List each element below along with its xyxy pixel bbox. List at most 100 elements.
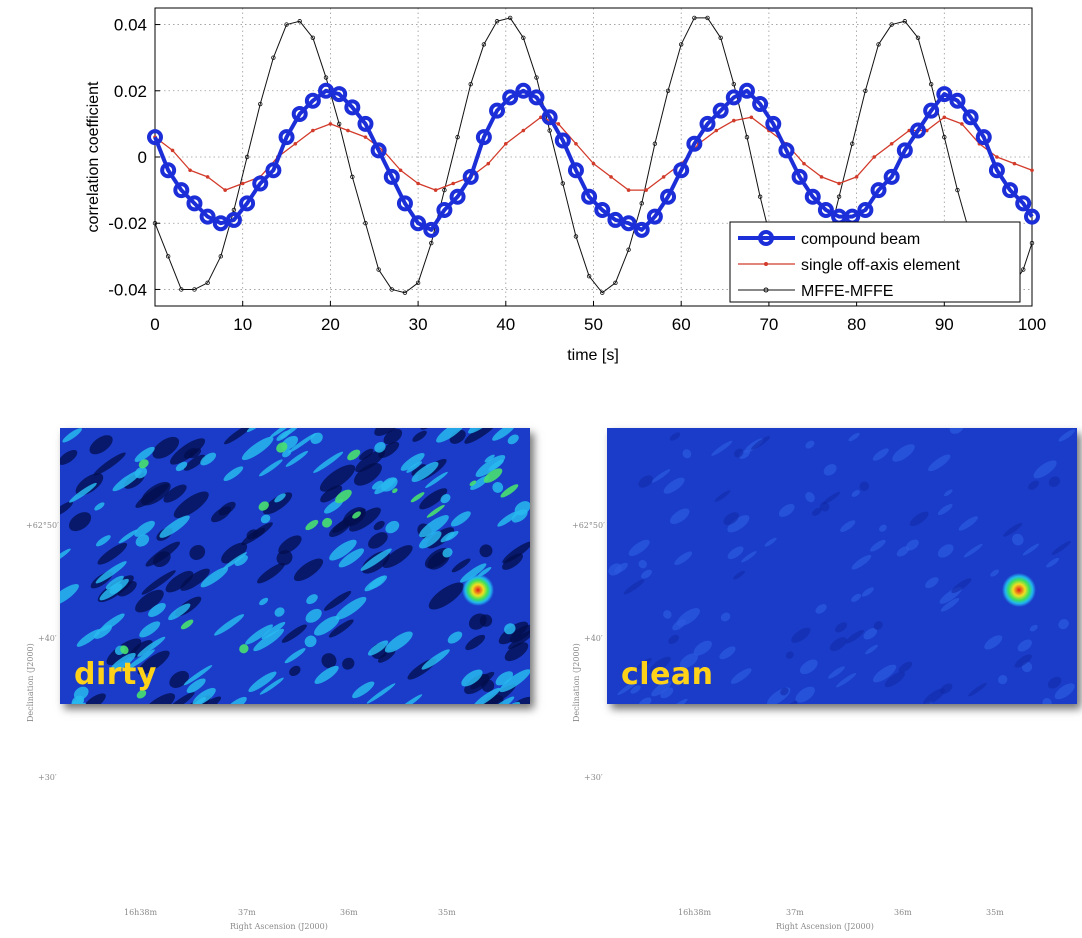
dirty-ripple (440, 531, 455, 543)
clean-residual (1012, 533, 1024, 546)
point-mffe-mffe (192, 287, 197, 292)
dirty-trough (252, 528, 265, 538)
point-compound-beam (857, 201, 874, 218)
dirty-ripple (214, 614, 245, 636)
point-compound-beam (541, 109, 558, 126)
x-tick-label: 40 (496, 315, 515, 334)
clean-residual (815, 604, 827, 614)
point-mffe-mffe (179, 287, 184, 292)
point-mffe-mffe (429, 240, 434, 246)
clean-residual (679, 653, 698, 669)
dirty-ripple (374, 477, 397, 495)
dirty-trough (173, 491, 209, 519)
dirty-ripple (436, 428, 466, 443)
dirty-trough (465, 634, 486, 651)
clean-residual (778, 503, 795, 517)
point-single-off-axis-element (661, 175, 666, 179)
clean-source-right (1002, 573, 1036, 607)
dirty-peak (392, 488, 398, 494)
dirty-ripple (400, 453, 425, 471)
dirty-ripple (118, 529, 138, 544)
point-compound-beam (436, 201, 453, 218)
dirty-ripple (514, 501, 530, 516)
clean-residual (741, 551, 757, 563)
clean-residual (805, 440, 815, 449)
dirty-xtick-38: 16h38m (124, 908, 158, 917)
point-compound-beam (278, 129, 295, 146)
point-single-off-axis-element (293, 141, 298, 146)
x-tick-label: 90 (935, 315, 954, 334)
point-compound-beam (620, 215, 637, 232)
point-compound-beam (331, 86, 348, 103)
clean-residual (861, 587, 874, 597)
point-mffe-mffe (481, 42, 487, 47)
clean-residual (863, 628, 878, 640)
dirty-trough (289, 665, 301, 677)
clean-residual (879, 524, 887, 532)
dirty-ripple (274, 493, 286, 503)
clean-residual (1058, 429, 1076, 442)
dirty-trough (152, 436, 180, 459)
clean-xtick-38: 16h38m (678, 908, 712, 917)
dirty-ripple (76, 629, 101, 647)
dirty-ripple (183, 665, 213, 686)
dirty-trough (464, 673, 490, 695)
point-mffe-mffe (902, 19, 908, 24)
clean-residual-dark (1048, 476, 1060, 487)
point-mffe-mffe (244, 154, 250, 160)
point-mffe-mffe (455, 134, 460, 140)
dirty-ripple (385, 520, 400, 534)
clean-residual (651, 469, 671, 483)
dirty-xtick-37: 37m (238, 908, 256, 917)
dirty-trough (137, 650, 170, 675)
dirty-trough (276, 550, 293, 566)
point-compound-beam (1015, 195, 1032, 212)
x-tick-label: 30 (409, 315, 428, 334)
dirty-ripple (419, 531, 442, 549)
point-mffe-mffe (942, 134, 947, 140)
clean-residual (663, 477, 685, 494)
point-compound-beam (475, 129, 492, 146)
dirty-ripple (69, 482, 97, 503)
clean-residual-dark (968, 683, 987, 697)
y-tick-label: -0.02 (108, 214, 147, 233)
point-single-off-axis-element (486, 161, 491, 166)
point-single-off-axis-element (240, 181, 245, 186)
point-single-off-axis-element (995, 155, 999, 159)
dirty-ripple (135, 534, 150, 547)
dirty-ripple (139, 621, 161, 638)
clean-residual-dark (873, 621, 883, 630)
clean-residual (1054, 683, 1075, 700)
dirty-ripple (258, 459, 283, 477)
point-single-off-axis-element (416, 181, 420, 186)
dirty-label: dirty (74, 657, 157, 692)
clean-residual (937, 544, 954, 558)
point-mffe-mffe (915, 35, 921, 40)
point-compound-beam (357, 115, 374, 132)
point-mffe-mffe (534, 75, 539, 80)
point-compound-beam (304, 92, 321, 109)
dirty-trough (342, 657, 355, 670)
clean-residual (851, 554, 872, 570)
dirty-ripple (484, 454, 495, 463)
point-single-off-axis-element (942, 115, 947, 120)
clean-residual (1046, 557, 1059, 568)
clean-residual-dark (1028, 480, 1039, 490)
dirty-trough (353, 462, 382, 486)
point-single-off-axis-element (311, 128, 315, 133)
point-single-off-axis-element (170, 148, 175, 153)
point-single-off-axis-element (556, 122, 561, 126)
dirty-peak (138, 459, 149, 469)
point-mffe-mffe (836, 194, 842, 199)
clean-residual-dark (1003, 522, 1023, 537)
point-mffe-mffe (389, 287, 394, 292)
x-tick-label: 20 (321, 315, 340, 334)
dirty-trough (504, 696, 530, 704)
clean-residual (963, 543, 983, 558)
dirty-peak (321, 517, 333, 528)
dirty-peak (120, 645, 129, 655)
dirty-ripple (367, 640, 389, 656)
point-compound-beam (160, 162, 177, 179)
point-compound-beam (883, 168, 900, 185)
dirty-ytick-50: +62°50′ (26, 521, 59, 530)
